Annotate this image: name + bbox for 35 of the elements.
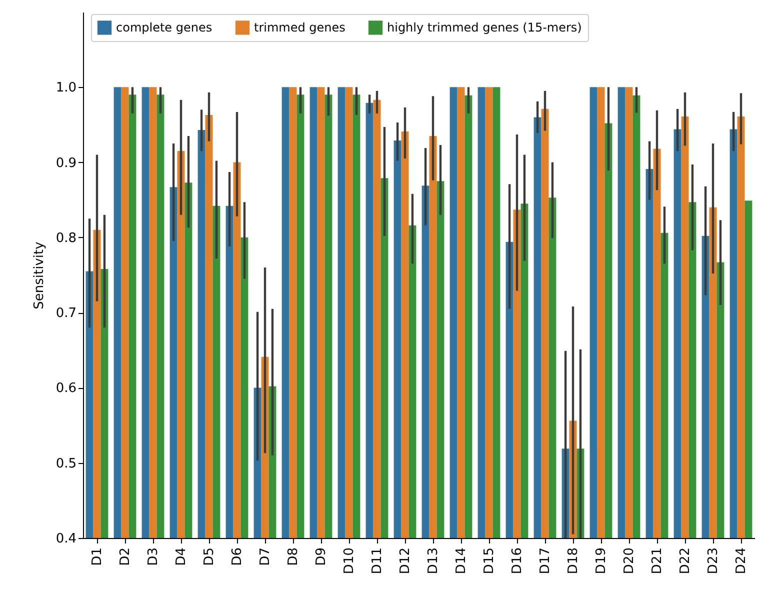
x-tick-label: D20 [622,548,637,574]
y-tick-label: 0.4 [56,532,76,546]
x-tick-label: D16 [510,548,525,574]
y-tick-label: 0.6 [56,381,76,396]
x-tick-label: D21 [650,548,665,574]
x-tick-label: D7 [258,548,273,566]
y-tick-label: 1.0 [56,80,76,96]
y-tick-label: 0.5 [56,456,76,472]
y-tick-label: 0.7 [56,306,76,322]
x-tick-label: D12 [398,548,413,574]
x-tick-label: D15 [482,548,497,574]
y-axis-title: Sensitivity [32,241,47,310]
y-tick-label: 0.8 [56,230,76,246]
x-tick-label: D9 [314,548,329,566]
legend-label: trimmed genes [254,20,346,35]
x-tick-label: D22 [678,548,693,574]
x-tick-label: D2 [118,548,133,566]
x-tick-label: D1 [90,548,105,566]
x-tick-label: D18 [566,548,581,574]
x-tick-label: D24 [734,548,749,574]
x-tick-label: D23 [706,548,721,574]
x-tick-label: D11 [370,548,385,574]
legend-label: complete genes [116,20,212,35]
x-tick-label: D8 [286,548,301,566]
legend-label: highly trimmed genes (15-mers) [387,20,582,35]
x-tick-label: D3 [146,548,161,566]
x-tick-label: D10 [342,548,357,574]
y-tick-label: 0.9 [56,156,76,171]
x-tick-label: D14 [454,548,469,574]
x-tick-label: D19 [594,548,609,574]
x-tick-label: D5 [202,548,217,566]
x-tick-label: D17 [538,548,553,574]
x-tick-label: D6 [230,548,245,566]
x-tick-label: D13 [426,548,441,574]
x-tick-label: D4 [174,548,189,566]
